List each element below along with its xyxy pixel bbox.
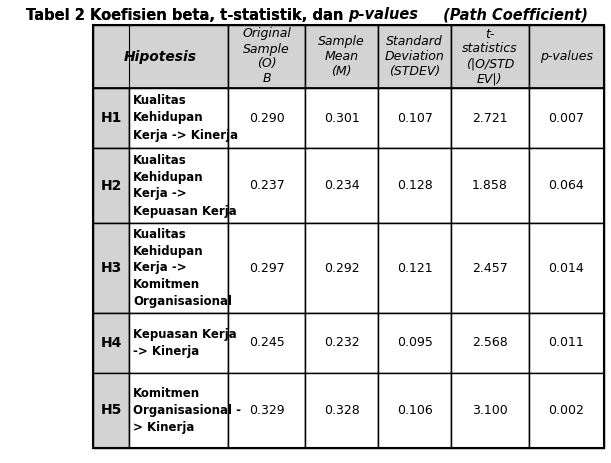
Bar <box>305 223 378 313</box>
Bar <box>378 373 451 448</box>
Text: 2.721: 2.721 <box>472 112 508 125</box>
Text: Sample
Mean
(M): Sample Mean (M) <box>318 35 365 78</box>
Bar <box>378 88 451 148</box>
Text: Kepuasan Kerja
-> Kinerja: Kepuasan Kerja -> Kinerja <box>133 328 237 358</box>
Text: Standard
Deviation
(STDEV): Standard Deviation (STDEV) <box>385 35 445 78</box>
Bar <box>228 313 305 373</box>
Bar <box>228 25 305 88</box>
Text: 0.095: 0.095 <box>397 337 433 350</box>
Text: (Path Coefficient): (Path Coefficient) <box>438 7 588 23</box>
Text: Kualitas
Kehidupan
Kerja ->
Kepuasan Kerja: Kualitas Kehidupan Kerja -> Kepuasan Ker… <box>133 154 237 218</box>
Bar <box>305 313 378 373</box>
Text: Kualitas
Kehidupan
Kerja ->
Komitmen
Organisasional: Kualitas Kehidupan Kerja -> Komitmen Org… <box>133 227 232 308</box>
Bar <box>451 25 529 88</box>
Text: Tabel 2 Koefisien beta, t-statistik, dan: Tabel 2 Koefisien beta, t-statistik, dan <box>26 7 348 23</box>
Text: 0.002: 0.002 <box>549 404 584 417</box>
Bar <box>93 223 129 313</box>
Text: 0.245: 0.245 <box>249 337 284 350</box>
Bar <box>529 148 604 223</box>
Text: H5: H5 <box>100 403 122 418</box>
Bar <box>451 88 529 148</box>
Text: t-
statistics
(|O/STD
EV|): t- statistics (|O/STD EV|) <box>462 27 518 86</box>
Bar <box>451 148 529 223</box>
Text: 1.858: 1.858 <box>472 179 508 192</box>
Bar <box>378 223 451 313</box>
Text: p-values: p-values <box>540 50 593 63</box>
Bar <box>228 148 305 223</box>
Bar <box>93 373 129 448</box>
Bar <box>129 88 228 148</box>
Bar <box>129 148 228 223</box>
Text: 0.237: 0.237 <box>249 179 284 192</box>
Text: Original
Sample
(O)
B: Original Sample (O) B <box>242 27 291 86</box>
Text: 0.328: 0.328 <box>324 404 359 417</box>
Bar <box>529 373 604 448</box>
Text: H4: H4 <box>100 336 122 350</box>
Bar <box>529 313 604 373</box>
Bar <box>305 88 378 148</box>
Text: 0.064: 0.064 <box>549 179 584 192</box>
Text: 0.011: 0.011 <box>549 337 584 350</box>
Text: Tabel 2 Koefisien beta, t-statistik, dan: Tabel 2 Koefisien beta, t-statistik, dan <box>26 7 348 23</box>
Bar <box>451 223 529 313</box>
Bar <box>305 373 378 448</box>
Bar <box>93 148 129 223</box>
Bar <box>529 88 604 148</box>
Bar <box>529 25 604 88</box>
Bar <box>129 373 228 448</box>
Text: Hipotesis: Hipotesis <box>124 50 197 63</box>
Bar <box>228 223 305 313</box>
Bar <box>378 148 451 223</box>
Text: H2: H2 <box>100 179 122 193</box>
Text: p-values: p-values <box>348 7 418 23</box>
Bar <box>129 313 228 373</box>
Bar <box>305 148 378 223</box>
Bar <box>378 313 451 373</box>
Text: H3: H3 <box>100 261 122 275</box>
Bar <box>129 223 228 313</box>
Text: 0.128: 0.128 <box>397 179 433 192</box>
Text: Kualitas
Kehidupan
Kerja -> Kinerja: Kualitas Kehidupan Kerja -> Kinerja <box>133 94 238 142</box>
Bar <box>93 313 129 373</box>
Bar <box>93 88 129 148</box>
Text: 0.232: 0.232 <box>324 337 359 350</box>
Text: Komitmen
Organisasional -
> Kinerja: Komitmen Organisasional - > Kinerja <box>133 387 241 434</box>
Bar <box>93 25 228 88</box>
Text: 0.297: 0.297 <box>249 262 284 275</box>
Text: 0.007: 0.007 <box>548 112 584 125</box>
Bar <box>228 373 305 448</box>
Text: 3.100: 3.100 <box>472 404 508 417</box>
Bar <box>378 25 451 88</box>
Bar <box>228 88 305 148</box>
Text: 2.568: 2.568 <box>472 337 508 350</box>
Text: 0.290: 0.290 <box>249 112 284 125</box>
Bar <box>451 373 529 448</box>
Bar <box>529 223 604 313</box>
Bar <box>451 313 529 373</box>
Text: 0.107: 0.107 <box>397 112 433 125</box>
Text: 0.329: 0.329 <box>249 404 284 417</box>
Text: 0.301: 0.301 <box>324 112 359 125</box>
Text: 0.014: 0.014 <box>549 262 584 275</box>
Text: 2.457: 2.457 <box>472 262 508 275</box>
Text: 0.106: 0.106 <box>397 404 433 417</box>
Text: 0.292: 0.292 <box>324 262 359 275</box>
Bar <box>305 25 378 88</box>
Text: 0.234: 0.234 <box>324 179 359 192</box>
Text: 0.121: 0.121 <box>397 262 433 275</box>
Text: H1: H1 <box>100 111 122 125</box>
